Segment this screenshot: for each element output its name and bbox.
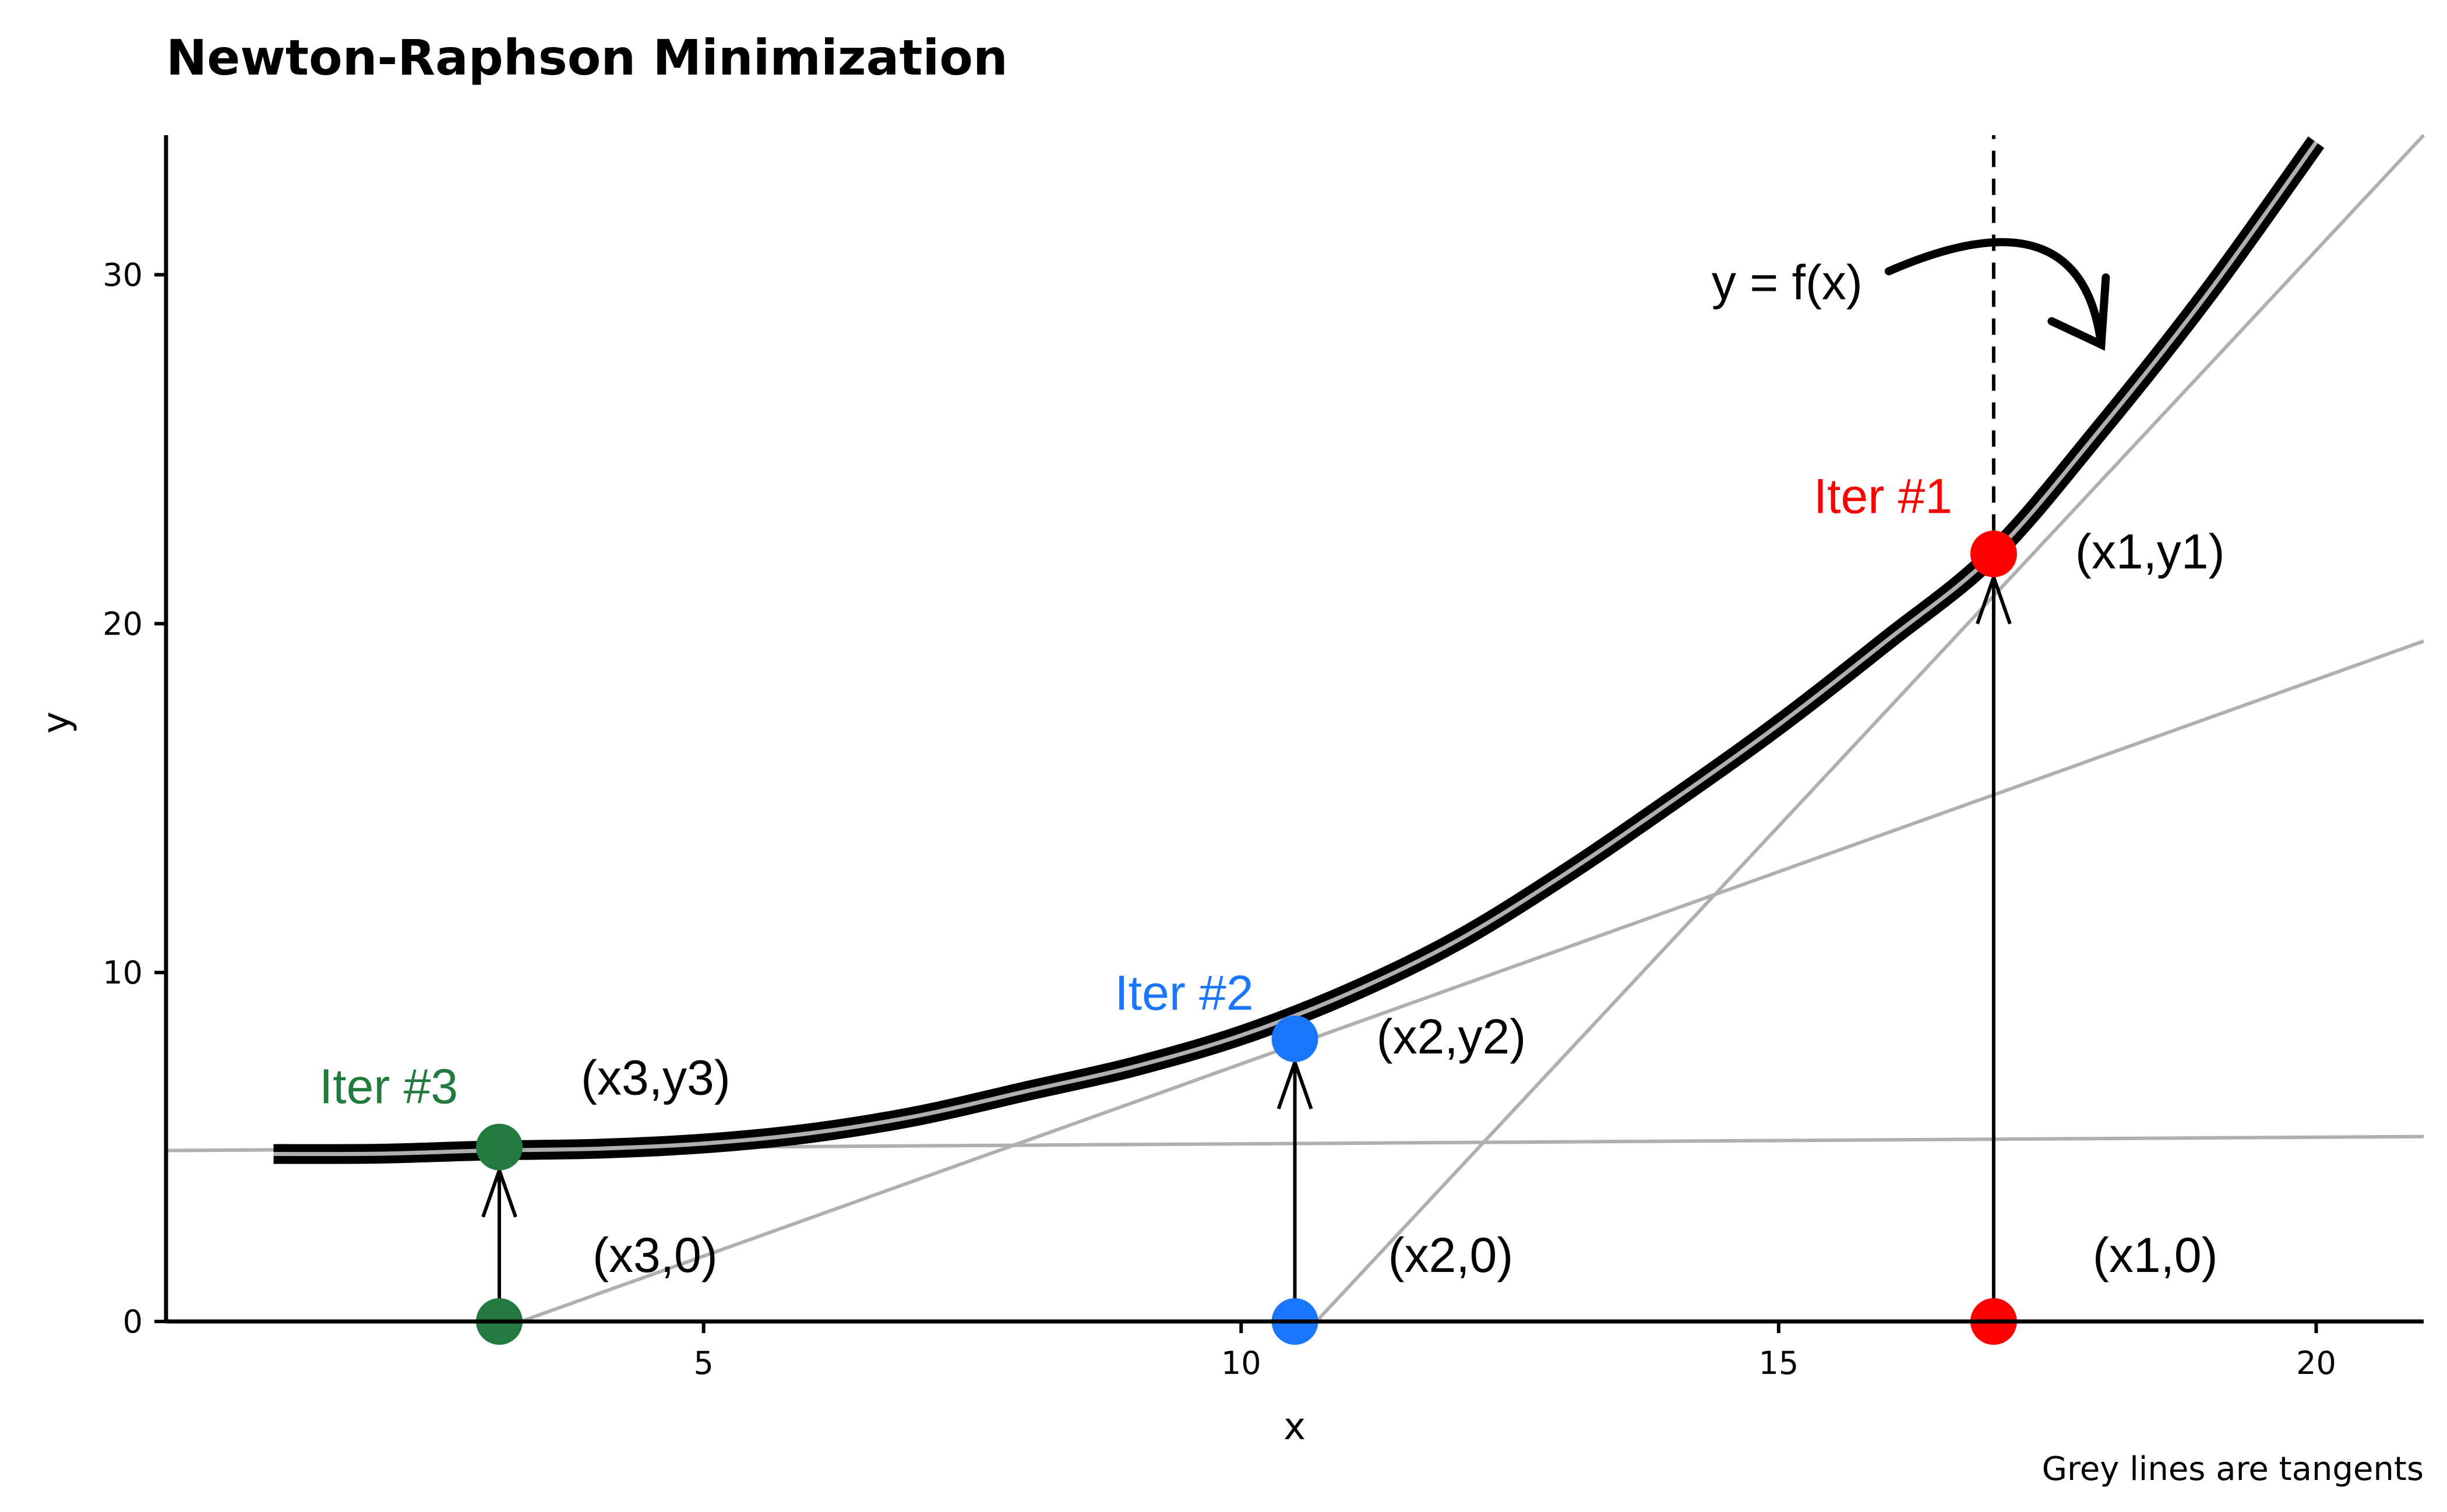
curve-label-arrowhead <box>2047 273 2110 351</box>
y-tick-label: 30 <box>103 257 143 294</box>
iteration-label: Iter #1 <box>1814 469 1952 524</box>
x-ticks: 5 10 15 20 <box>693 1321 2336 1381</box>
curve-layer <box>273 136 2325 1164</box>
iteration-point <box>1271 1015 1318 1062</box>
iteration-label: Iter #3 <box>319 1059 458 1114</box>
iteration-label: Iter #2 <box>1115 965 1253 1020</box>
x-axis-title: x <box>1284 1405 1306 1448</box>
axes: 5 10 15 20 0 10 20 30 <box>103 135 2424 1381</box>
x-tick-label: 20 <box>2296 1345 2336 1381</box>
x-tick-label: 15 <box>1758 1345 1799 1381</box>
y-tick-label: 10 <box>103 954 143 991</box>
chart-caption: Grey lines are tangents <box>2042 1450 2424 1488</box>
point-coordinate-label: (x3,y3) <box>581 1051 731 1105</box>
chart-title: Newton-Raphson Minimization <box>166 29 1008 86</box>
base-coordinate-label: (x2,0) <box>1388 1228 1514 1282</box>
iteration-point <box>476 1123 523 1171</box>
iteration-point <box>1970 530 2017 577</box>
tangent-line <box>1315 133 2425 1323</box>
y-axis-title: y <box>35 711 78 734</box>
curve-label-arrow <box>1884 238 2106 349</box>
iteration-arrowhead <box>481 1165 517 1218</box>
y-tick-label: 0 <box>123 1303 143 1340</box>
plot-area: y = f(x) Iter #1 (x1,y1) (x1,0) Iter #2 (x2,y… <box>165 133 2425 1345</box>
label-layer: y = f(x) Iter #1 (x1,y1) (x1,0) Iter #2 (x2,y… <box>319 255 2225 1282</box>
y-ticks: 0 10 20 30 <box>103 257 166 1340</box>
x-tick-label: 5 <box>693 1345 713 1381</box>
arrow-layer <box>481 135 2110 1321</box>
base-coordinate-label: (x1,0) <box>2093 1228 2218 1282</box>
y-tick-label: 20 <box>103 605 143 642</box>
base-coordinate-label: (x3,0) <box>593 1228 718 1282</box>
point-coordinate-label: (x1,y1) <box>2075 524 2225 579</box>
function-curve-highlight <box>273 140 2318 1157</box>
tangent-line <box>520 639 2425 1323</box>
function-curve <box>273 136 2325 1164</box>
point-layer <box>476 530 2017 1345</box>
point-coordinate-label: (x2,y2) <box>1377 1009 1526 1064</box>
x-tick-label: 10 <box>1221 1345 1261 1381</box>
curve-label: y = f(x) <box>1712 255 1863 309</box>
